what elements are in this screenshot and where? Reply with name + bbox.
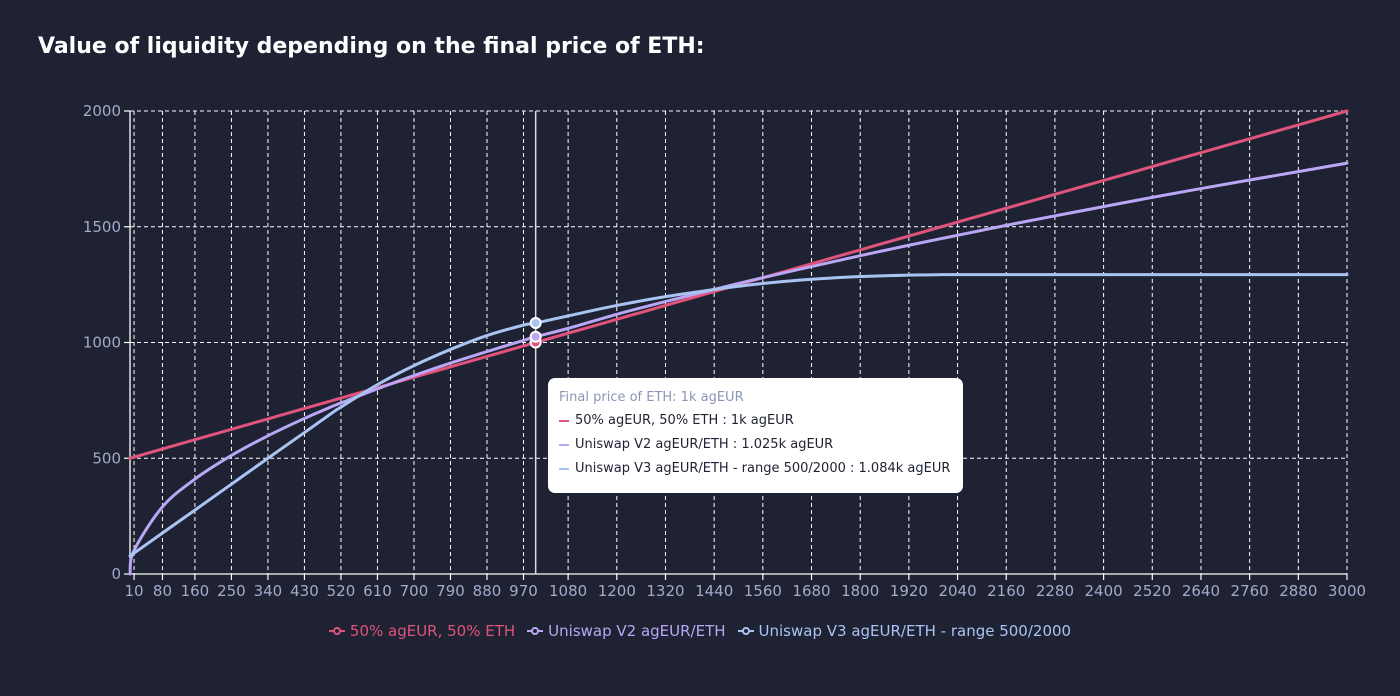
tooltip-row-v2: Uniswap V2 agEUR/ETH : 1.025k agEUR	[559, 437, 952, 452]
x-tick-label: 80	[153, 582, 172, 600]
tooltip-title: Final price of ETH: 1k agEUR	[559, 390, 744, 405]
x-tick-label: 10	[125, 582, 144, 600]
y-tick-label: 1000	[83, 334, 121, 352]
y-tick-label: 500	[92, 449, 121, 467]
x-tick-label: 2760	[1231, 582, 1269, 600]
legend-item-hold[interactable]: 50% agEUR, 50% ETH	[328, 622, 516, 640]
y-axis-ticks: 0 500 1000 1500 2000	[83, 102, 130, 583]
hover-point-v2	[529, 330, 542, 343]
x-tick-label: 970	[509, 582, 538, 600]
x-tick-label: 1560	[744, 582, 782, 600]
x-tick-label: 2520	[1133, 582, 1171, 600]
x-tick-label: 1320	[646, 582, 684, 600]
series-line-v3[interactable]	[128, 273, 1349, 558]
y-tick-label: 0	[111, 565, 121, 583]
x-tick-label: 610	[363, 582, 392, 600]
hover-point-v3	[529, 317, 542, 330]
legend-label: Uniswap V2 agEUR/ETH	[548, 622, 726, 640]
legend-line-marker-icon	[527, 627, 544, 635]
tooltip-row-label: Uniswap V3 agEUR/ETH - range 500/2000 : …	[575, 461, 951, 476]
x-tick-label: 2160	[987, 582, 1025, 600]
x-tick-label: 2040	[938, 582, 976, 600]
x-tick-label: 1200	[598, 582, 636, 600]
tooltip-row-hold: 50% agEUR, 50% ETH : 1k agEUR	[559, 413, 952, 428]
y-tick-label: 2000	[83, 102, 121, 120]
x-tick-label: 1080	[549, 582, 587, 600]
tooltip-swatch-v2	[559, 443, 569, 446]
x-tick-label: 2400	[1085, 582, 1123, 600]
x-tick-label: 3000	[1328, 582, 1366, 600]
x-tick-label: 1680	[792, 582, 830, 600]
series-line-hold[interactable]	[128, 109, 1349, 460]
x-tick-label: 250	[217, 582, 246, 600]
x-tick-label: 2880	[1279, 582, 1317, 600]
chart-title: Value of liquidity depending on the fina…	[38, 34, 705, 59]
tooltip-row-label: Uniswap V2 agEUR/ETH : 1.025k agEUR	[575, 437, 834, 452]
x-tick-label: 1920	[890, 582, 928, 600]
tooltip-row-label: 50% agEUR, 50% ETH : 1k agEUR	[575, 413, 794, 428]
series-lines[interactable]	[128, 109, 1349, 576]
tooltip-swatch-hold	[559, 419, 569, 422]
legend-item-v3[interactable]: Uniswap V3 agEUR/ETH - range 500/2000	[737, 622, 1072, 640]
series-line-v2[interactable]	[128, 161, 1349, 576]
legend-line-marker-icon	[328, 627, 345, 635]
legend-label: Uniswap V3 agEUR/ETH - range 500/2000	[758, 622, 1072, 640]
x-tick-label: 1800	[841, 582, 879, 600]
x-tick-label: 2640	[1182, 582, 1220, 600]
y-tick-label: 1500	[83, 218, 121, 236]
x-tick-label: 160	[181, 582, 210, 600]
legend-label: 50% agEUR, 50% ETH	[349, 622, 516, 640]
x-tick-label: 1440	[695, 582, 733, 600]
x-tick-label: 790	[436, 582, 465, 600]
tooltip-swatch-v3	[559, 467, 569, 470]
legend-line-marker-icon	[737, 627, 754, 635]
hover-points	[529, 317, 542, 349]
x-tick-label: 430	[290, 582, 319, 600]
legend: 50% agEUR, 50% ETH Uniswap V2 agEUR/ETH …	[0, 622, 1400, 640]
x-tick-label: 520	[327, 582, 356, 600]
x-tick-label: 340	[254, 582, 283, 600]
x-tick-label: 700	[400, 582, 429, 600]
tooltip: Final price of ETH: 1k agEUR 50% agEUR, …	[548, 378, 963, 493]
x-axis-ticks: 10 80 160 250 340 430 520 610 700 790 880 970 1080 12…	[125, 574, 1366, 600]
grid-lines	[130, 110, 1348, 574]
tooltip-row-v3: Uniswap V3 agEUR/ETH - range 500/2000 : …	[559, 461, 952, 476]
x-tick-label: 2280	[1036, 582, 1074, 600]
legend-item-v2[interactable]: Uniswap V2 agEUR/ETH	[527, 622, 726, 640]
x-tick-label: 880	[473, 582, 502, 600]
